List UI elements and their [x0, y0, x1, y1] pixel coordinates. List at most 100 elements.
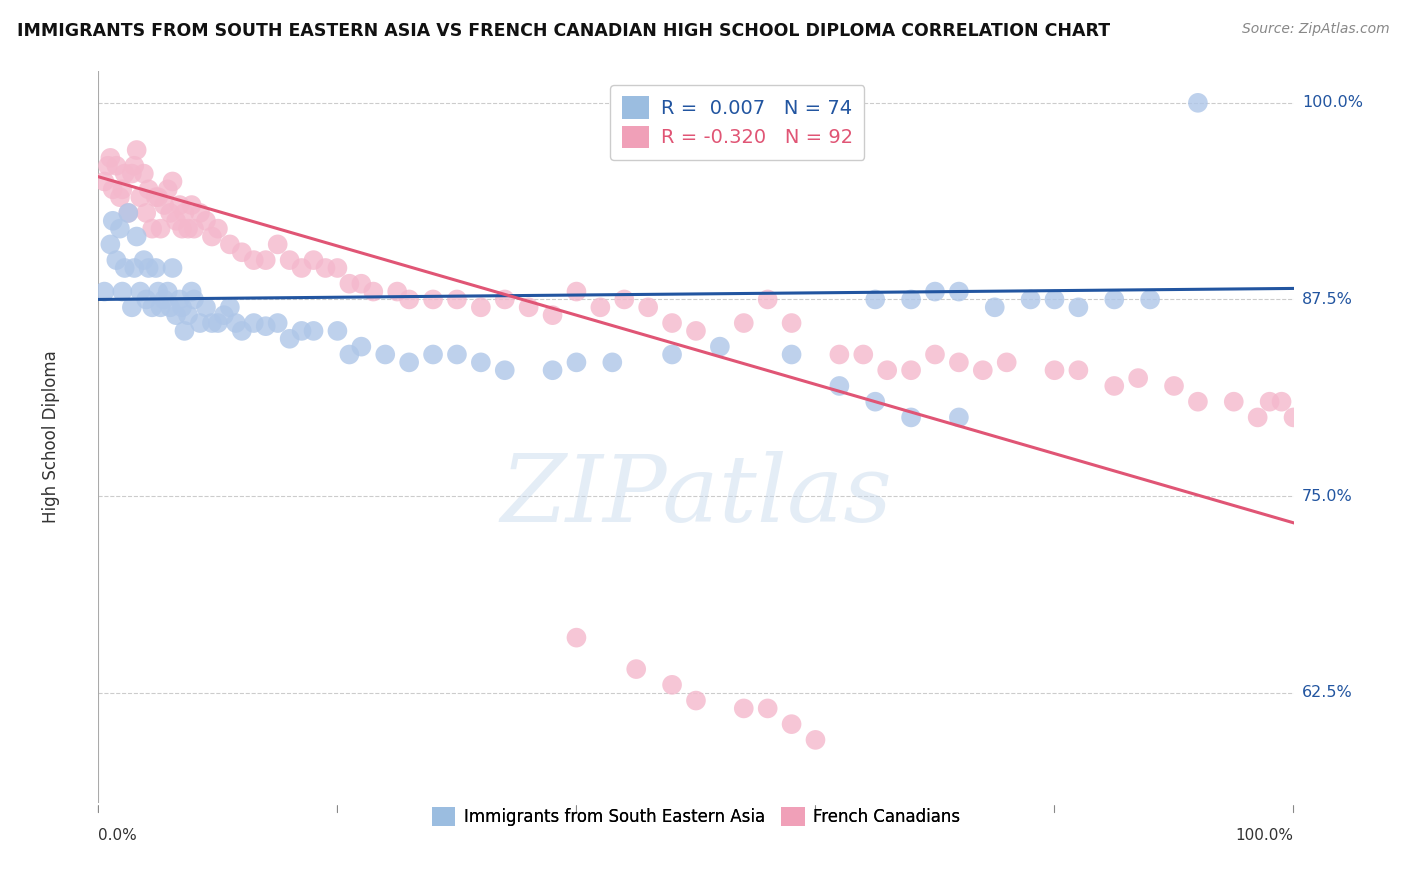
- Point: [302, 253, 325, 268]
- Point: [135, 293, 157, 307]
- Point: [149, 301, 172, 315]
- Point: [148, 190, 170, 204]
- Point: [225, 316, 247, 330]
- Point: [132, 167, 155, 181]
- Point: [98, 237, 122, 252]
- Point: [101, 182, 124, 196]
- Point: [145, 190, 167, 204]
- Point: [804, 732, 827, 747]
- Point: [637, 301, 659, 315]
- Point: [138, 182, 160, 196]
- Point: [114, 260, 136, 275]
- Point: [153, 293, 176, 307]
- Point: [685, 693, 707, 707]
- Point: [1043, 293, 1066, 307]
- Point: [291, 324, 314, 338]
- Point: [470, 355, 492, 369]
- Point: [1223, 394, 1246, 409]
- Point: [733, 701, 755, 715]
- Point: [1043, 363, 1066, 377]
- Point: [97, 159, 120, 173]
- Text: 0.0%: 0.0%: [98, 828, 138, 843]
- Point: [374, 347, 396, 361]
- Point: [1067, 363, 1090, 377]
- Point: [1187, 95, 1209, 110]
- Point: [121, 301, 143, 315]
- Point: [541, 363, 564, 377]
- Point: [169, 293, 191, 307]
- Point: [900, 410, 922, 425]
- Point: [111, 182, 134, 196]
- Point: [195, 301, 218, 315]
- Point: [398, 355, 420, 369]
- Text: 75.0%: 75.0%: [1302, 489, 1353, 504]
- Point: [661, 347, 683, 361]
- Point: [177, 308, 200, 322]
- Point: [1128, 371, 1150, 385]
- Point: [865, 394, 887, 409]
- Point: [145, 260, 167, 275]
- Point: [195, 214, 218, 228]
- Point: [948, 410, 970, 425]
- Text: High School Diploma: High School Diploma: [42, 351, 59, 524]
- Point: [661, 316, 683, 330]
- Point: [159, 301, 181, 315]
- Point: [172, 221, 194, 235]
- Point: [1247, 410, 1270, 425]
- Point: [180, 198, 202, 212]
- Point: [350, 340, 373, 354]
- Point: [124, 159, 146, 173]
- Text: IMMIGRANTS FROM SOUTH EASTERN ASIA VS FRENCH CANADIAN HIGH SCHOOL DIPLOMA CORREL: IMMIGRANTS FROM SOUTH EASTERN ASIA VS FR…: [17, 22, 1109, 40]
- Point: [780, 717, 803, 731]
- Point: [446, 347, 468, 361]
- Point: [148, 285, 170, 299]
- Point: [398, 293, 420, 307]
- Point: [98, 151, 122, 165]
- Point: [1258, 394, 1281, 409]
- Point: [188, 316, 211, 330]
- Point: [446, 293, 468, 307]
- Point: [141, 301, 163, 315]
- Point: [267, 237, 290, 252]
- Point: [212, 308, 235, 322]
- Point: [709, 340, 731, 354]
- Point: [326, 324, 349, 338]
- Point: [948, 285, 970, 299]
- Point: [602, 355, 624, 369]
- Point: [565, 355, 588, 369]
- Point: [138, 260, 160, 275]
- Point: [565, 631, 588, 645]
- Point: [972, 363, 994, 377]
- Point: [363, 285, 385, 299]
- Point: [1104, 293, 1126, 307]
- Point: [156, 285, 179, 299]
- Point: [172, 301, 194, 315]
- Point: [278, 253, 301, 268]
- Point: [114, 167, 136, 181]
- Point: [685, 324, 707, 338]
- Point: [733, 316, 755, 330]
- Text: 100.0%: 100.0%: [1302, 95, 1362, 111]
- Point: [900, 293, 922, 307]
- Point: [169, 198, 191, 212]
- Point: [350, 277, 373, 291]
- Point: [470, 301, 492, 315]
- Legend: Immigrants from South Eastern Asia, French Canadians: Immigrants from South Eastern Asia, Fren…: [423, 798, 969, 835]
- Point: [201, 316, 224, 330]
- Point: [326, 260, 349, 275]
- Point: [105, 159, 128, 173]
- Point: [254, 253, 277, 268]
- Point: [565, 285, 588, 299]
- Point: [984, 301, 1007, 315]
- Point: [162, 260, 184, 275]
- Point: [756, 701, 779, 715]
- Point: [291, 260, 314, 275]
- Point: [149, 221, 172, 235]
- Point: [254, 319, 277, 334]
- Point: [173, 324, 195, 338]
- Point: [1104, 379, 1126, 393]
- Point: [101, 214, 124, 228]
- Text: 87.5%: 87.5%: [1302, 292, 1353, 307]
- Point: [177, 221, 200, 235]
- Point: [339, 277, 361, 291]
